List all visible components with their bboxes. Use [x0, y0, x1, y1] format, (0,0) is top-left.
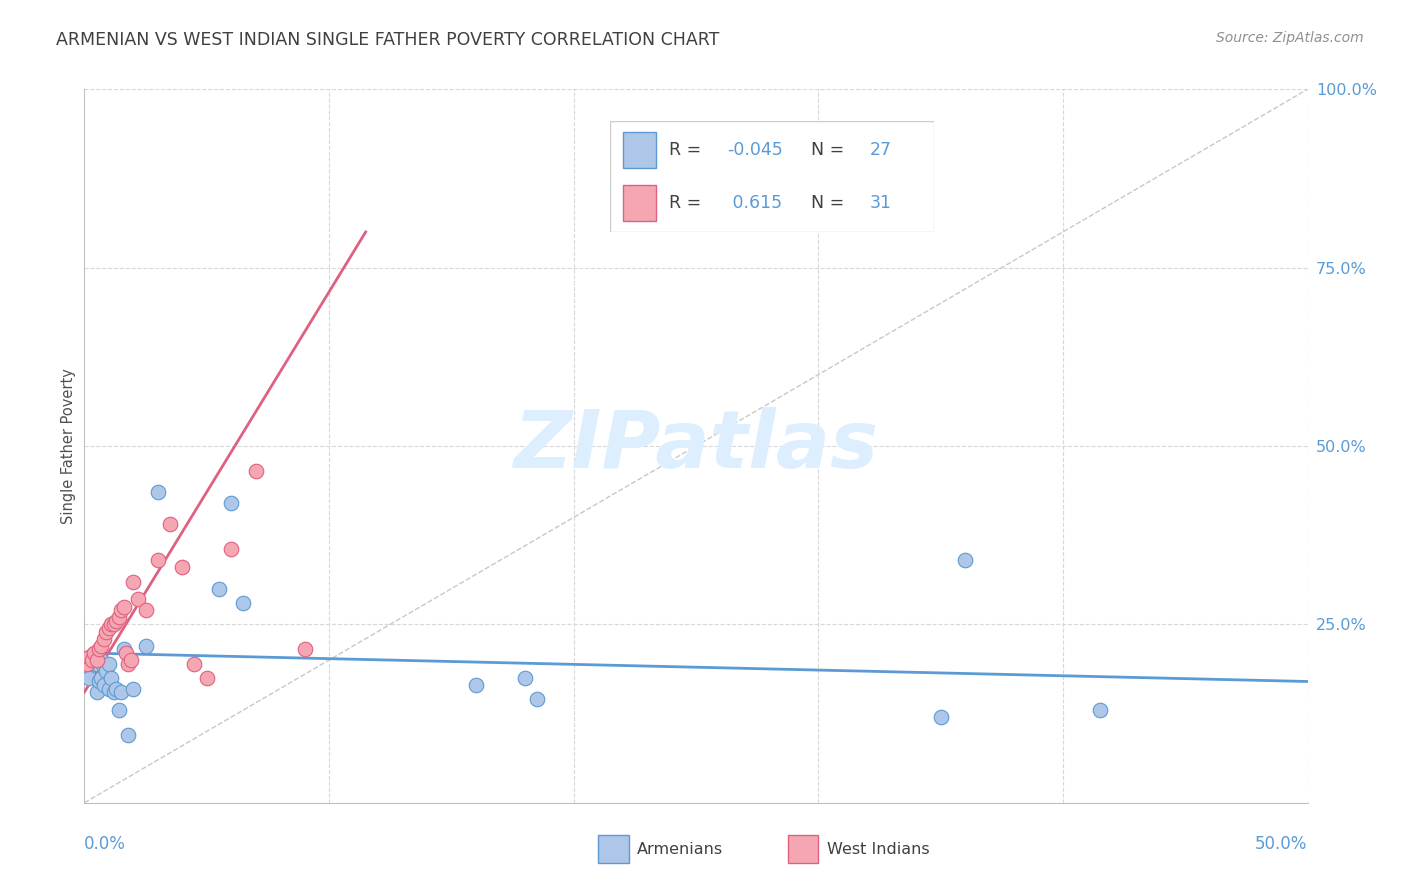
Point — [127, 592, 149, 607]
Point — [100, 617, 122, 632]
Point — [83, 646, 105, 660]
Text: ARMENIAN VS WEST INDIAN SINGLE FATHER POVERTY CORRELATION CHART: ARMENIAN VS WEST INDIAN SINGLE FATHER PO… — [56, 31, 720, 49]
Point — [146, 485, 169, 500]
Bar — [787, 835, 818, 863]
Point — [86, 653, 108, 667]
Point — [93, 632, 115, 646]
Point — [90, 671, 112, 685]
Point — [107, 610, 129, 624]
Point — [112, 642, 135, 657]
Point — [122, 574, 145, 589]
Point — [90, 653, 112, 667]
Point — [103, 685, 125, 699]
Point — [96, 664, 118, 678]
Text: Armenians: Armenians — [637, 842, 723, 856]
Point — [110, 603, 132, 617]
Point — [105, 681, 128, 696]
Point — [232, 596, 254, 610]
Text: ZIPatlas: ZIPatlas — [513, 407, 879, 485]
Point — [117, 657, 139, 671]
Point — [526, 692, 548, 706]
Bar — [598, 835, 628, 863]
Text: West Indians: West Indians — [827, 842, 929, 856]
Point — [513, 671, 536, 685]
Point — [87, 674, 110, 689]
Point — [83, 653, 105, 667]
Point — [110, 685, 132, 699]
Point — [758, 139, 780, 153]
Point — [100, 671, 122, 685]
Point — [172, 560, 194, 574]
Point — [97, 621, 120, 635]
Point — [953, 553, 976, 567]
Point — [97, 657, 120, 671]
Point — [80, 657, 103, 671]
Point — [105, 614, 128, 628]
Point — [97, 681, 120, 696]
Point — [76, 657, 98, 671]
Point — [1088, 703, 1111, 717]
Point — [135, 603, 157, 617]
Point — [90, 639, 112, 653]
Text: 0.0%: 0.0% — [84, 835, 127, 853]
Point — [464, 678, 486, 692]
Point — [195, 671, 218, 685]
Point — [208, 582, 231, 596]
Point — [93, 678, 115, 692]
Point — [80, 653, 103, 667]
Point — [117, 728, 139, 742]
Point — [159, 517, 181, 532]
Point — [112, 599, 135, 614]
Text: Source: ZipAtlas.com: Source: ZipAtlas.com — [1216, 31, 1364, 45]
Point — [96, 624, 118, 639]
Point — [135, 639, 157, 653]
Point — [115, 646, 138, 660]
Point — [120, 653, 142, 667]
Point — [219, 496, 242, 510]
Point — [77, 671, 100, 685]
Point — [87, 642, 110, 657]
Point — [76, 660, 98, 674]
Point — [103, 617, 125, 632]
Point — [122, 681, 145, 696]
Point — [245, 464, 267, 478]
Text: 50.0%: 50.0% — [1256, 835, 1308, 853]
Point — [183, 657, 205, 671]
Point — [93, 660, 115, 674]
Point — [929, 710, 952, 724]
Point — [219, 542, 242, 557]
Point — [87, 653, 110, 667]
Point — [294, 642, 316, 657]
Point — [86, 685, 108, 699]
Y-axis label: Single Father Poverty: Single Father Poverty — [60, 368, 76, 524]
Point — [77, 649, 100, 664]
Point — [146, 553, 169, 567]
Point — [107, 703, 129, 717]
Point — [86, 657, 108, 671]
